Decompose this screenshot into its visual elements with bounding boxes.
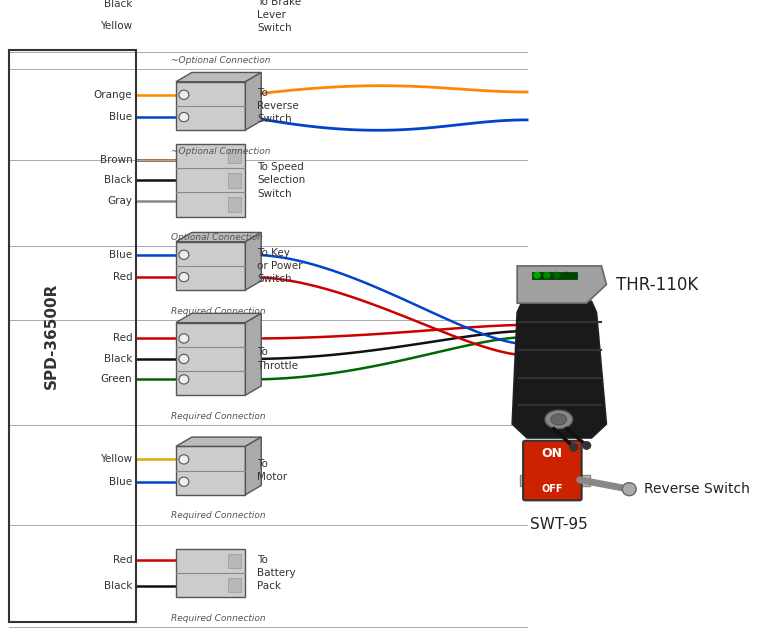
Circle shape — [179, 354, 189, 363]
Circle shape — [544, 273, 550, 278]
Text: To Key
or Power
Switch: To Key or Power Switch — [257, 248, 303, 284]
Polygon shape — [517, 266, 606, 303]
Text: Black: Black — [104, 175, 133, 186]
Circle shape — [179, 21, 189, 30]
Text: Gray: Gray — [108, 196, 133, 206]
Text: Black: Black — [104, 0, 133, 9]
Ellipse shape — [551, 414, 567, 425]
Circle shape — [583, 442, 590, 449]
Bar — [176, 144, 246, 216]
Circle shape — [179, 455, 189, 464]
Bar — [176, 82, 246, 130]
Text: Required Connection: Required Connection — [171, 307, 266, 316]
Text: ~Optional Connection: ~Optional Connection — [171, 56, 271, 65]
Text: Yellow: Yellow — [100, 454, 133, 464]
Bar — [228, 578, 242, 593]
Bar — [228, 553, 242, 568]
Polygon shape — [246, 437, 261, 495]
Text: Black: Black — [104, 581, 133, 591]
Circle shape — [554, 273, 560, 278]
Text: To Speed
Selection
Switch: To Speed Selection Switch — [257, 162, 306, 199]
Bar — [176, 549, 246, 597]
Polygon shape — [176, 232, 261, 242]
Bar — [176, 0, 246, 39]
Bar — [532, 271, 576, 279]
Circle shape — [179, 375, 189, 384]
Text: Red: Red — [112, 555, 133, 565]
Text: Required Connection: Required Connection — [171, 614, 266, 623]
Text: ON: ON — [541, 447, 562, 460]
Polygon shape — [246, 314, 261, 395]
Polygon shape — [176, 437, 261, 446]
Text: ~Optional Connection: ~Optional Connection — [171, 147, 271, 156]
Text: To
Throttle: To Throttle — [257, 347, 298, 370]
Circle shape — [179, 334, 189, 343]
Bar — [228, 149, 242, 163]
Circle shape — [179, 250, 189, 259]
Text: To
Battery
Pack: To Battery Pack — [257, 555, 296, 591]
Bar — [520, 475, 590, 487]
Text: Blue: Blue — [109, 250, 133, 260]
Text: Red: Red — [112, 333, 133, 343]
Text: SWT-95: SWT-95 — [530, 517, 588, 532]
Circle shape — [179, 90, 189, 100]
FancyBboxPatch shape — [523, 441, 582, 500]
Text: Blue: Blue — [109, 112, 133, 122]
Text: Yellow: Yellow — [100, 21, 133, 31]
Text: Green: Green — [101, 374, 133, 384]
Circle shape — [534, 273, 540, 278]
Polygon shape — [246, 232, 261, 290]
Ellipse shape — [545, 410, 573, 428]
Text: Brown: Brown — [100, 155, 133, 165]
Polygon shape — [176, 314, 261, 322]
Circle shape — [622, 483, 636, 496]
Text: Reverse Switch: Reverse Switch — [644, 482, 750, 496]
Circle shape — [179, 477, 189, 487]
Text: To
Motor: To Motor — [257, 459, 287, 482]
Text: Blue: Blue — [109, 476, 133, 487]
Circle shape — [569, 444, 578, 451]
Text: Black: Black — [104, 354, 133, 364]
Polygon shape — [512, 301, 606, 438]
Circle shape — [564, 273, 569, 278]
Circle shape — [179, 273, 189, 281]
Polygon shape — [246, 73, 261, 130]
Text: Red: Red — [112, 272, 133, 282]
Text: Required Connection: Required Connection — [171, 512, 266, 521]
Text: Orange: Orange — [94, 90, 133, 100]
Bar — [228, 173, 242, 187]
Text: To Brake
Lever
Switch: To Brake Lever Switch — [257, 0, 301, 33]
Circle shape — [179, 0, 189, 8]
Text: To
Reverse
Switch: To Reverse Switch — [257, 88, 299, 124]
Text: Required Connection: Required Connection — [171, 412, 266, 421]
Circle shape — [179, 112, 189, 122]
Bar — [228, 198, 242, 212]
Bar — [176, 242, 246, 290]
Text: THR-110K: THR-110K — [616, 276, 699, 293]
Bar — [176, 446, 246, 495]
Text: OFF: OFF — [541, 484, 562, 494]
Polygon shape — [176, 73, 261, 82]
Text: SPD-36500R: SPD-36500R — [44, 283, 58, 389]
Bar — [9, 50, 136, 622]
Polygon shape — [246, 0, 261, 39]
Bar — [176, 322, 246, 395]
Text: Optional Connection: Optional Connection — [171, 233, 263, 242]
